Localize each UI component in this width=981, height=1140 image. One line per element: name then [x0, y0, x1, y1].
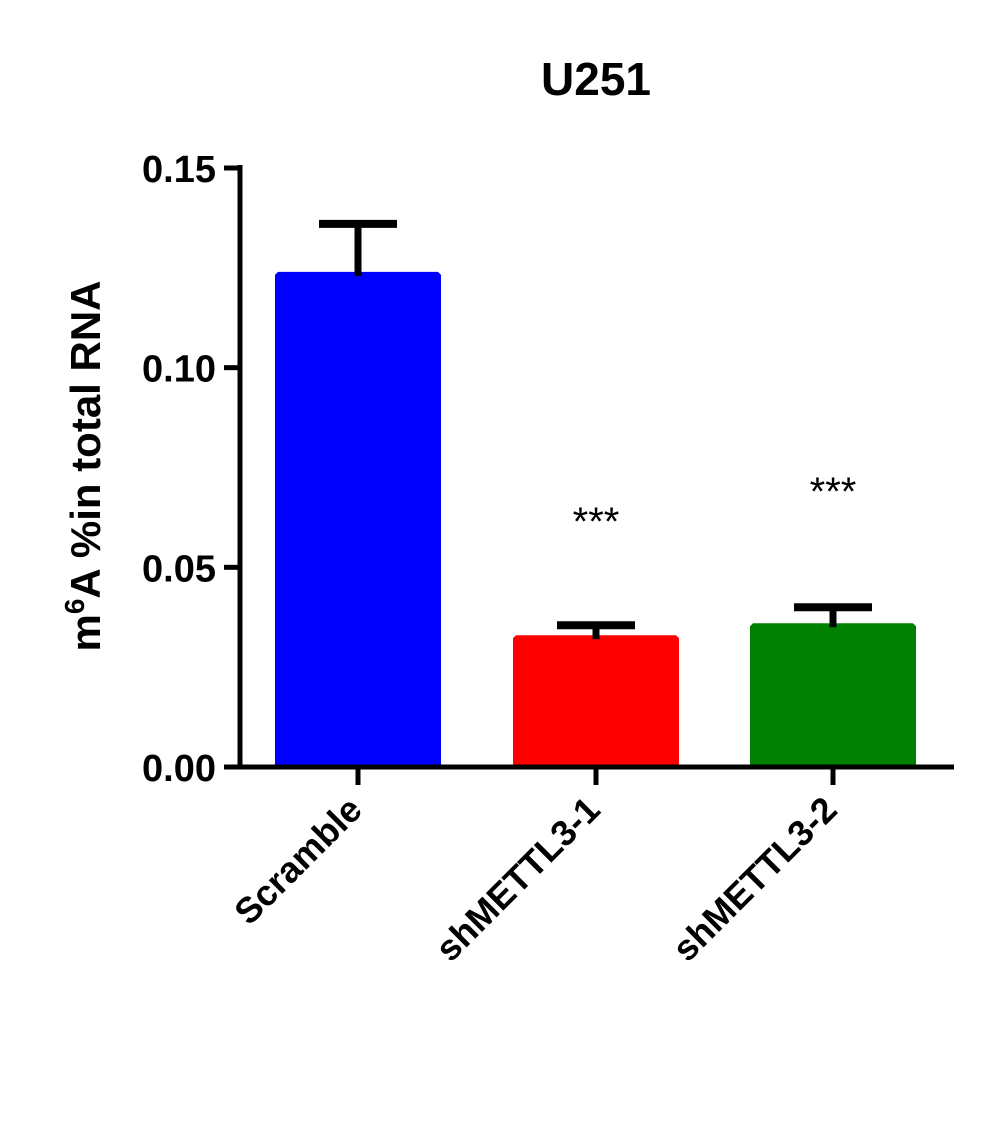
- y-tick-label: 0.05: [142, 548, 216, 590]
- svg-text:Scramble: Scramble: [226, 789, 370, 933]
- svg-text:shMETTL3-1: shMETTL3-1: [427, 789, 607, 969]
- svg-text:shMETTL3-2: shMETTL3-2: [664, 789, 844, 969]
- y-tick-label: 0.15: [142, 149, 216, 191]
- x-tick-label: Scramble: [226, 789, 370, 933]
- significance-markers: *** ***: [573, 470, 857, 544]
- x-axis-ticks: Scramble shMETTL3-1 shMETTL3-2: [226, 767, 845, 969]
- x-tick-label: shMETTL3-1: [427, 789, 607, 969]
- bar-shmettl3-1: [513, 635, 679, 767]
- y-axis-label: m6A %in total RNA: [59, 280, 109, 651]
- bar-shmettl3-2: [750, 623, 916, 767]
- y-tick-label: 0.10: [142, 349, 216, 391]
- chart-title: U251: [541, 53, 651, 105]
- bars-group: [275, 271, 916, 767]
- svg-text:m6A %in total RNA: m6A %in total RNA: [59, 280, 109, 651]
- bar-scramble: [275, 271, 441, 767]
- significance-marker: ***: [810, 470, 857, 514]
- y-axis-ticks: 0.00 0.05 0.10 0.15: [142, 149, 240, 790]
- significance-marker: ***: [573, 500, 620, 544]
- x-tick-label: shMETTL3-2: [664, 789, 844, 969]
- error-bars-group: [319, 219, 872, 640]
- y-tick-label: 0.00: [142, 748, 216, 790]
